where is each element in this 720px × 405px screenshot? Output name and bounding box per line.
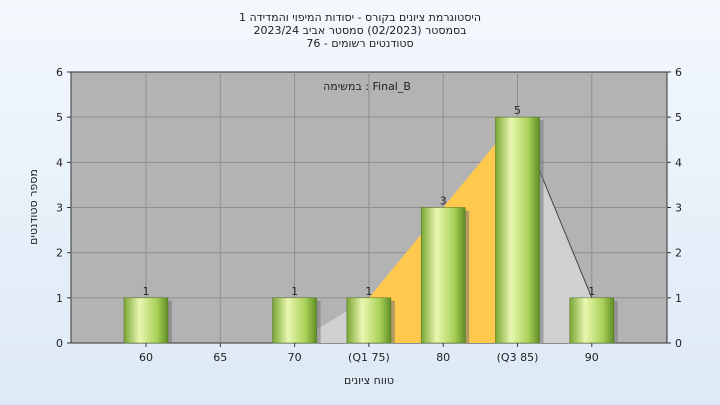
y-tick-label-right: 0 — [675, 337, 682, 350]
bar — [495, 116, 540, 344]
bar-value-label: 1 — [291, 285, 298, 298]
bar — [272, 297, 317, 344]
y-tick-label-left: 5 — [56, 111, 63, 124]
y-tick-label-right: 2 — [675, 247, 682, 260]
y-tick-label-right: 1 — [675, 292, 682, 305]
bar-value-label: 1 — [143, 285, 150, 298]
y-tick-label-right: 4 — [675, 156, 682, 169]
bar — [569, 297, 615, 344]
y-axis-title: מספר סטודנטים — [27, 169, 40, 245]
y-tick-label-right: 6 — [675, 66, 682, 79]
x-tick-label: 80 — [436, 351, 450, 364]
x-tick-label: 60 — [139, 351, 153, 364]
y-tick-label-left: 2 — [56, 247, 63, 260]
x-tick-label: 70 — [288, 351, 302, 364]
y-tick-label-left: 6 — [56, 66, 63, 79]
bar-value-label: 5 — [514, 104, 521, 117]
x-tick-label: 65 — [213, 351, 227, 364]
chart-title-line-3: סטודנטים רשומים - 76 — [306, 37, 413, 50]
bar-value-label: 3 — [440, 195, 447, 208]
chart-title-line-2: בסמסטר (02/2023) סמסטר אביב 2023/24 — [253, 24, 466, 37]
y-tick-label-left: 0 — [56, 337, 63, 350]
bar-value-label: 1 — [365, 285, 372, 298]
chart-title-line-1: היסטוגרמת ציונים בקורס - יסודות המיפוי ו… — [239, 11, 481, 24]
bar — [123, 297, 169, 344]
bar-value-label: 1 — [588, 285, 595, 298]
bar — [346, 297, 392, 344]
x-axis-title: טווח ציונים — [344, 374, 394, 387]
axes: 0 0 1 1 2 2 3 3 4 4 5 5 6 6 60 65 70 (Q1 75) 80 (Q3 85) 90 — [56, 66, 682, 364]
chart-annotation: במשימה : Final_B — [323, 80, 411, 93]
x-tick-label: (Q1 75) — [348, 351, 390, 364]
y-tick-label-left: 1 — [56, 292, 63, 305]
bars: 1 1 1 3 5 1 — [123, 104, 618, 344]
y-tick-label-left: 4 — [56, 156, 63, 169]
bar — [420, 207, 466, 344]
x-tick-label: 90 — [585, 351, 599, 364]
y-tick-label-right: 3 — [675, 202, 682, 215]
y-tick-label-right: 5 — [675, 111, 682, 124]
x-tick-label: (Q3 85) — [497, 351, 539, 364]
y-tick-label-left: 3 — [56, 202, 63, 215]
